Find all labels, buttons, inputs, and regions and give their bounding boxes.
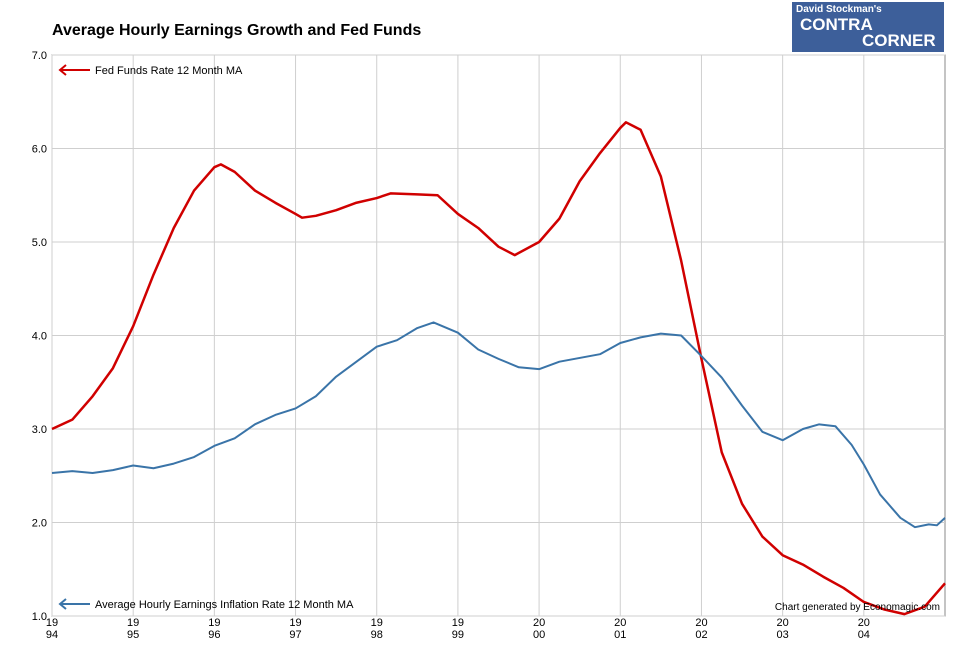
x-tick-label: 20 (858, 617, 870, 629)
x-tick-label: 01 (614, 629, 626, 641)
y-tick-label: 5.0 (32, 237, 47, 249)
x-tick-label: 02 (695, 629, 707, 641)
credit: Chart generated by Economagic.com (775, 602, 940, 613)
x-tick-label: 00 (533, 629, 545, 641)
x-tick-label: 20 (695, 617, 707, 629)
x-tick-label: 19 (208, 617, 220, 629)
legend-arrow (58, 598, 67, 610)
x-tick-label: 20 (777, 617, 789, 629)
x-tick-label: 19 (371, 617, 383, 629)
x-tick-label: 20 (614, 617, 626, 629)
y-tick-label: 6.0 (32, 144, 47, 156)
legend-label: Fed Funds Rate 12 Month MA (95, 65, 243, 77)
logo-box (792, 2, 944, 52)
y-tick-label: 4.0 (32, 331, 47, 343)
x-tick-label: 99 (452, 629, 464, 641)
x-tick-label: 94 (46, 629, 58, 641)
legend-arrow (58, 64, 67, 76)
y-tick-label: 3.0 (32, 424, 47, 436)
x-tick-label: 19 (452, 617, 464, 629)
y-tick-label: 7.0 (32, 50, 47, 62)
series-line (51, 321, 946, 529)
grid (51, 54, 945, 617)
y-tick-label: 2.0 (32, 518, 47, 530)
x-tick-label: 19 (46, 617, 58, 629)
logo-text: CONTRA (800, 15, 873, 34)
x-tick-label: 03 (777, 629, 789, 641)
logo: David Stockman's CONTRA CORNER (792, 2, 944, 52)
x-tick-label: 19 (127, 617, 139, 629)
series-line (51, 121, 946, 616)
chart-title: Average Hourly Earnings Growth and Fed F… (52, 22, 421, 39)
x-tick-label: 04 (858, 629, 870, 641)
logo-text: David Stockman's (796, 4, 882, 15)
y-tick-label: 1.0 (32, 611, 47, 623)
legend: Fed Funds Rate 12 Month MA Average Hourl… (58, 64, 354, 611)
x-tick-label: 19 (289, 617, 301, 629)
x-tick-label: 95 (127, 629, 139, 641)
legend-label: Average Hourly Earnings Inflation Rate 1… (95, 599, 354, 611)
x-tick-label: 98 (371, 629, 383, 641)
x-tick-label: 96 (208, 629, 220, 641)
x-tick-label: 20 (533, 617, 545, 629)
logo-text: CORNER (862, 31, 936, 50)
x-tick-label: 97 (289, 629, 301, 641)
lines (51, 121, 946, 616)
